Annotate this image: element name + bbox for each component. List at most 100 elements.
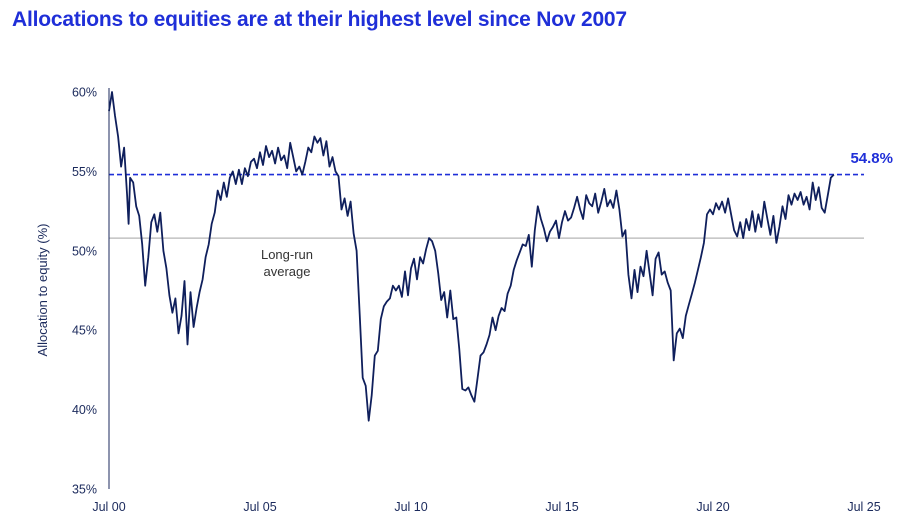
data-point <box>313 135 316 138</box>
data-point <box>736 235 739 238</box>
data-point <box>775 242 778 245</box>
data-point <box>597 211 600 214</box>
x-tick-label: Jul 25 <box>847 500 880 514</box>
data-point <box>549 230 552 233</box>
data-point <box>727 197 730 200</box>
data-point <box>349 200 352 203</box>
data-point <box>509 284 512 287</box>
data-point <box>491 316 494 319</box>
data-point <box>645 250 648 253</box>
data-point <box>642 275 645 278</box>
y-tick-label: 55% <box>72 165 97 179</box>
y-axis-label: Allocation to equity (%) <box>35 224 50 357</box>
data-point <box>247 175 250 178</box>
data-point <box>304 161 307 164</box>
data-point <box>754 230 757 233</box>
data-point <box>207 243 210 246</box>
data-point <box>298 165 301 168</box>
data-point <box>630 297 633 300</box>
long-run-average-label-line1: Long-run <box>261 247 313 262</box>
data-point <box>377 350 380 353</box>
data-point <box>558 237 561 240</box>
data-point <box>606 205 609 208</box>
data-point <box>189 291 192 294</box>
data-point <box>585 194 588 197</box>
data-point <box>129 177 132 180</box>
data-point <box>621 235 624 238</box>
data-point <box>111 91 114 94</box>
data-point <box>497 315 500 318</box>
data-point <box>343 197 346 200</box>
data-point <box>192 326 195 329</box>
data-point <box>404 270 407 273</box>
data-point <box>805 196 808 199</box>
data-point <box>830 177 833 180</box>
data-point <box>223 181 226 184</box>
data-point <box>301 173 304 176</box>
data-point <box>525 245 528 248</box>
data-point <box>383 305 386 308</box>
y-tick-label: 60% <box>72 86 97 100</box>
data-point <box>232 170 235 173</box>
data-point <box>576 196 579 199</box>
data-point <box>715 202 718 205</box>
data-point <box>588 202 591 205</box>
data-point <box>398 284 401 287</box>
data-point <box>165 267 168 270</box>
data-point <box>745 218 748 221</box>
data-point <box>280 159 283 162</box>
y-tick-label: 40% <box>72 403 97 417</box>
data-point <box>259 151 262 154</box>
data-point <box>262 164 265 167</box>
data-point <box>395 289 398 292</box>
data-point <box>833 173 836 176</box>
data-point <box>672 359 675 362</box>
data-point <box>739 221 742 224</box>
data-point <box>132 181 135 184</box>
data-point <box>289 142 292 145</box>
data-point <box>138 215 141 218</box>
data-point <box>370 394 373 397</box>
data-point <box>419 256 422 259</box>
data-point <box>639 265 642 268</box>
data-point <box>709 208 712 211</box>
data-point <box>697 269 700 272</box>
series-line-0 <box>108 91 835 422</box>
data-point <box>331 156 334 159</box>
data-point <box>666 281 669 284</box>
data-point <box>174 297 177 300</box>
data-point <box>213 211 216 214</box>
data-point <box>352 232 355 235</box>
data-point <box>760 226 763 229</box>
x-tick-label: Jul 20 <box>696 500 729 514</box>
data-point <box>316 142 319 145</box>
data-point <box>177 332 180 335</box>
data-point <box>766 218 769 221</box>
data-point <box>355 250 358 253</box>
data-point <box>325 140 328 143</box>
data-point <box>479 354 482 357</box>
data-point <box>183 280 186 283</box>
data-point <box>648 272 651 275</box>
data-point <box>268 156 271 159</box>
data-point <box>156 230 159 233</box>
data-point <box>567 219 570 222</box>
data-point <box>295 170 298 173</box>
data-point <box>802 203 805 206</box>
data-point <box>669 289 672 292</box>
data-point <box>703 242 706 245</box>
data-point <box>358 313 361 316</box>
data-point <box>443 291 446 294</box>
data-point <box>195 307 198 310</box>
data-point <box>449 289 452 292</box>
x-tick-label: Jul 15 <box>545 500 578 514</box>
data-point <box>437 272 440 275</box>
data-point <box>781 205 784 208</box>
data-point <box>515 259 518 262</box>
data-point <box>180 315 183 318</box>
data-point <box>772 215 775 218</box>
data-point <box>322 154 325 157</box>
data-point <box>757 213 760 216</box>
y-tick-label: 45% <box>72 324 97 338</box>
data-point <box>618 208 621 211</box>
